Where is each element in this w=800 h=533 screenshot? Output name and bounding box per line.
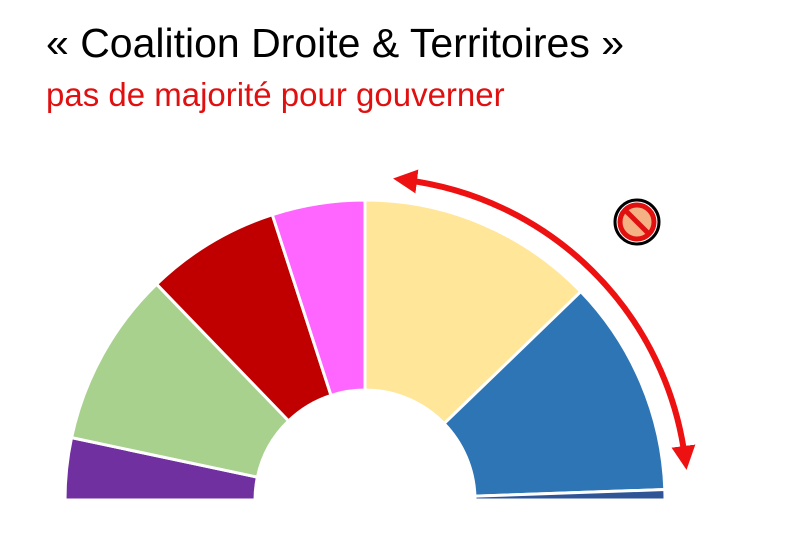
chart-title: « Coalition Droite & Territoires » xyxy=(46,20,624,66)
forbidden-icon xyxy=(613,198,661,246)
arrow xyxy=(393,169,696,470)
seat-group xyxy=(473,487,667,502)
seat-group xyxy=(69,282,291,479)
chart-subtitle: pas de majorité pour gouverner xyxy=(46,76,505,113)
